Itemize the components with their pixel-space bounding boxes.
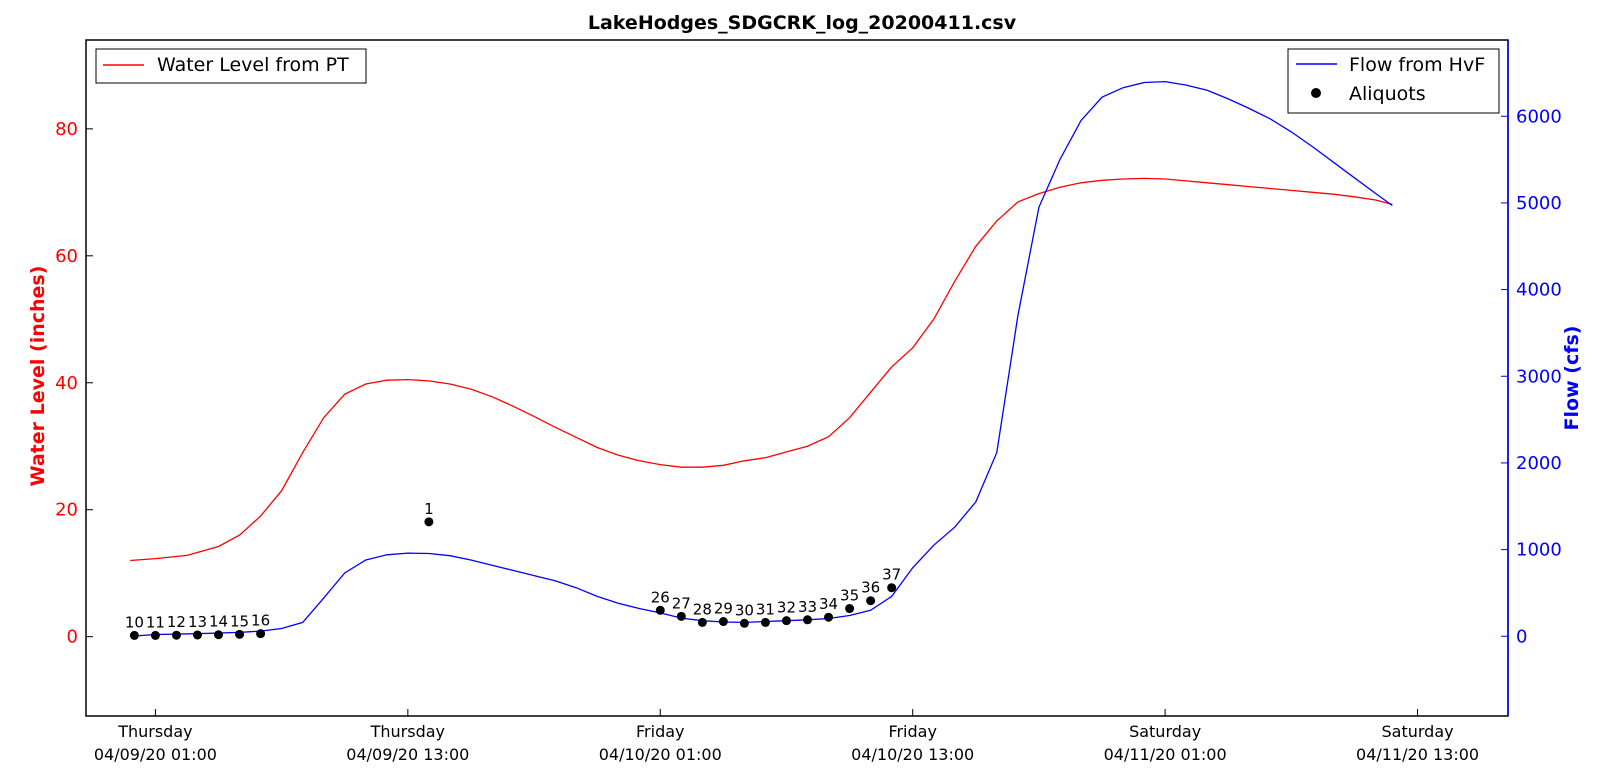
y-left-tick-label: 0: [67, 627, 78, 648]
legend-label-flow: Flow from HvF: [1349, 54, 1485, 76]
axes: 0 20 40 60 80 0 1000 2000 3000 4000 5000 6000 Thursd…: [55, 106, 1562, 764]
aliquot-label: 31: [756, 600, 775, 618]
aliquot-label: 29: [714, 600, 733, 618]
aliquot-label: 16: [251, 612, 270, 630]
y-left-tick-label: 60: [55, 246, 78, 267]
aliquot-point: [781, 616, 791, 626]
x-tick-label-datetime: 04/11/20 13:00: [1356, 745, 1479, 764]
x-tick-label-day: Thursday: [370, 722, 445, 741]
aliquot-label: 26: [651, 588, 670, 606]
legend-right-frame: [1287, 48, 1500, 114]
x-tick-label-day: Friday: [636, 722, 685, 741]
x-tick-label-datetime: 04/10/20 13:00: [851, 745, 974, 764]
aliquot-point: [866, 596, 876, 606]
x-tick-label-datetime: 04/09/20 13:00: [346, 745, 469, 764]
aliquot-point: [129, 630, 139, 640]
aliquot-label: 30: [735, 601, 754, 619]
aliquot-label: 32: [777, 599, 796, 617]
aliquot-label: 14: [209, 613, 228, 631]
aliquot-label: 33: [798, 598, 817, 616]
legend-left-frame: [95, 48, 367, 84]
x-tick-label-datetime: 04/09/20 01:00: [94, 745, 217, 764]
aliquot-point: [676, 611, 686, 621]
x-tick-label-datetime: 04/11/20 01:00: [1104, 745, 1227, 764]
aliquot-point: [803, 615, 813, 625]
aliquot-label: 1: [424, 500, 434, 518]
aliquot-label: 37: [882, 566, 901, 584]
chart-title: LakeHodges_SDGCRK_log_20200411.csv: [588, 12, 1017, 34]
aliquot-label: 13: [188, 613, 207, 631]
aliquot-point: [214, 630, 224, 640]
aliquot-point: [887, 583, 897, 593]
y-right-tick-label: 6000: [1516, 106, 1562, 127]
y-left-tick-label: 40: [55, 373, 78, 394]
aliquot-label: 10: [125, 613, 144, 631]
legend-marker-aliquots: [1311, 88, 1321, 98]
y-left-tick-label: 20: [55, 500, 78, 521]
aliquot-label: 35: [840, 587, 859, 605]
y-left-tick-label: 80: [55, 119, 78, 140]
y-right-tick-label: 3000: [1516, 366, 1562, 387]
aliquot-label: 28: [693, 600, 712, 618]
aliquot-point: [171, 630, 181, 640]
y-right-tick-label: 5000: [1516, 193, 1562, 214]
aliquot-point: [718, 617, 728, 627]
aliquot-point: [256, 629, 266, 639]
aliquot-point: [760, 617, 770, 627]
aliquot-label: 36: [861, 579, 880, 597]
y-right-tick-label: 4000: [1516, 280, 1562, 301]
x-tick-label-day: Saturday: [1129, 722, 1201, 741]
aliquot-point: [235, 629, 245, 639]
legend-right: Flow from HvF Aliquots: [1287, 48, 1500, 114]
aliquot-point: [150, 630, 160, 640]
series-line-flow: [130, 80, 1393, 637]
aliquot-label: 11: [146, 613, 165, 631]
aliquot-point: [739, 618, 749, 628]
aliquot-point: [424, 517, 434, 527]
aliquot-point: [845, 604, 855, 614]
aliquot-point: [824, 612, 834, 622]
aliquot-label: 15: [230, 612, 249, 630]
y-axis-left-label: Water Level (inches): [27, 266, 49, 487]
aliquot-label: 12: [167, 613, 186, 631]
y-right-tick-label: 2000: [1516, 453, 1562, 474]
y-right-tick-label: 1000: [1516, 540, 1562, 561]
y-right-tick-label: 0: [1516, 626, 1527, 647]
aliquot-point: [697, 617, 707, 627]
x-tick-label-day: Friday: [888, 722, 937, 741]
aliquot-point: [655, 605, 665, 615]
y-axis-right-label: Flow (cfs): [1561, 326, 1583, 431]
x-tick-label-day: Saturday: [1381, 722, 1453, 741]
aliquot-point: [192, 630, 202, 640]
series-line-water-level: [130, 177, 1393, 562]
x-tick-label-day: Thursday: [117, 722, 192, 741]
x-tick-label-datetime: 04/10/20 01:00: [599, 745, 722, 764]
aliquot-label: 27: [672, 594, 691, 612]
legend-label-water-level: Water Level from PT: [157, 54, 349, 76]
legend-label-aliquots: Aliquots: [1349, 83, 1426, 105]
aliquot-label: 34: [819, 595, 838, 613]
legend-left: Water Level from PT: [95, 48, 367, 84]
